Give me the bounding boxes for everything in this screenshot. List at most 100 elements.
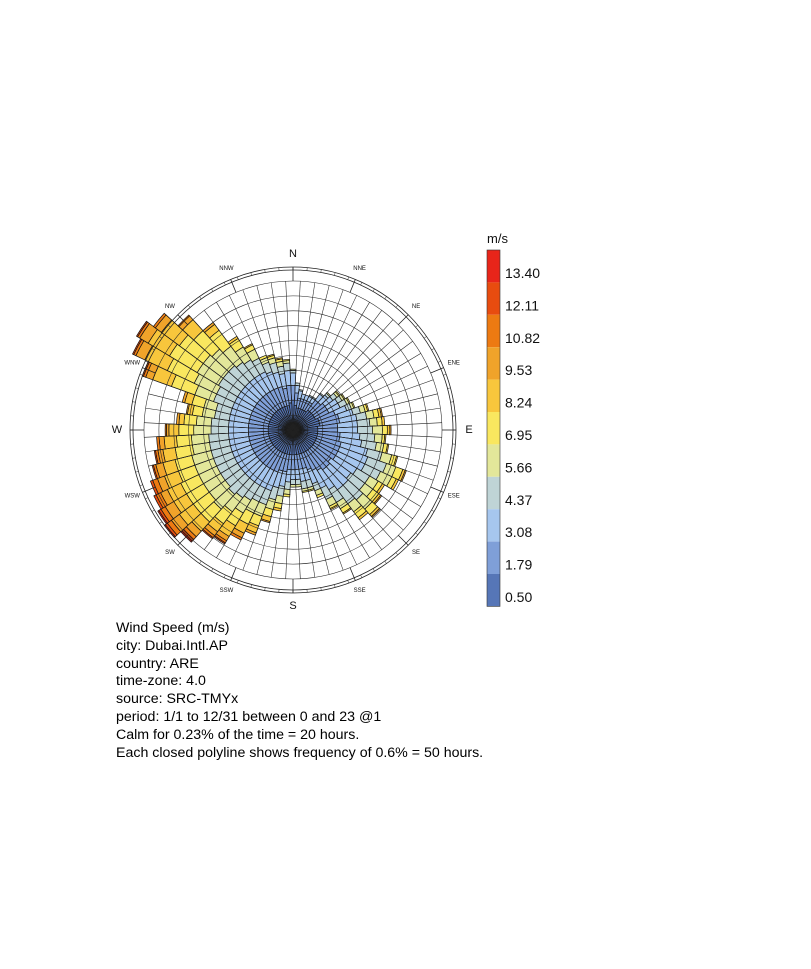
degree-tick bbox=[264, 587, 266, 591]
sector-line bbox=[285, 281, 294, 431]
frequency-ring bbox=[188, 325, 398, 535]
degree-tick bbox=[188, 304, 191, 308]
sector-line bbox=[144, 429, 294, 438]
degree-tick bbox=[443, 374, 447, 376]
degree-tick bbox=[151, 348, 155, 351]
sector-line bbox=[292, 429, 442, 438]
degree-tick bbox=[443, 484, 447, 486]
frequency-ring bbox=[262, 399, 324, 461]
degree-tick bbox=[431, 348, 435, 351]
rose-segment bbox=[210, 425, 229, 435]
degree-tick bbox=[145, 497, 149, 500]
degree-tick bbox=[447, 387, 451, 389]
degree-tick bbox=[334, 584, 336, 588]
sector-line bbox=[292, 429, 357, 565]
sector-line bbox=[292, 429, 394, 541]
sector-line bbox=[204, 429, 294, 550]
degree-tick bbox=[167, 532, 171, 535]
direction-label: NE bbox=[412, 304, 420, 310]
sector-line bbox=[152, 379, 294, 431]
degree-tick bbox=[139, 484, 143, 486]
frequency-ring bbox=[173, 310, 413, 550]
sector-line bbox=[292, 353, 421, 431]
legend-label: 6.95 bbox=[505, 427, 532, 443]
degree-tick bbox=[199, 560, 202, 564]
sector-line bbox=[292, 379, 434, 431]
direction-tick bbox=[142, 486, 156, 493]
legend-swatch bbox=[487, 574, 500, 607]
info-title: Wind Speed (m/s) bbox=[116, 620, 230, 636]
degree-tick bbox=[264, 269, 266, 273]
degree-tick bbox=[211, 568, 214, 572]
sector-line bbox=[292, 429, 301, 579]
degree-tick bbox=[372, 568, 375, 572]
speed-legend: m/s 13.40 12.11 10.82 9.53 8.24 6.95 5.66 4.37 3.… bbox=[486, 231, 540, 607]
info-source: source: SRC-TMYx bbox=[116, 691, 239, 708]
sector-line bbox=[292, 285, 330, 431]
frequency-ring bbox=[277, 414, 309, 446]
rose-segment bbox=[157, 509, 168, 525]
sector-line bbox=[292, 429, 434, 481]
sector-line bbox=[292, 281, 301, 431]
sector-line bbox=[270, 429, 294, 578]
sector-line bbox=[292, 282, 316, 431]
sector-line bbox=[145, 429, 294, 453]
sector-line bbox=[292, 429, 441, 453]
legend-swatch bbox=[487, 541, 500, 574]
degree-tick bbox=[423, 336, 427, 339]
degree-tick bbox=[395, 552, 398, 556]
degree-tick bbox=[223, 282, 226, 286]
legend-label: 4.37 bbox=[505, 492, 532, 508]
legend-frame bbox=[486, 249, 501, 607]
sector-line bbox=[242, 289, 294, 431]
degree-tick bbox=[437, 497, 441, 500]
sector-line bbox=[148, 429, 294, 467]
direction-label: SSE bbox=[354, 588, 366, 594]
rose-segment bbox=[289, 479, 297, 485]
legend-label: 10.82 bbox=[505, 330, 540, 346]
degree-tick bbox=[177, 542, 181, 546]
sector-line bbox=[292, 310, 382, 431]
sector-line bbox=[165, 429, 294, 507]
frequency-ring bbox=[158, 295, 428, 565]
rose-segment bbox=[357, 425, 373, 435]
direction-tick bbox=[430, 367, 444, 374]
rose-segment bbox=[373, 433, 383, 444]
wind-rose-grid bbox=[129, 266, 457, 594]
direction-tick bbox=[142, 367, 156, 374]
sector-line bbox=[292, 429, 344, 571]
degree-tick bbox=[145, 360, 149, 363]
sector-line bbox=[216, 429, 294, 558]
sector-line bbox=[292, 366, 428, 431]
rose-segment bbox=[153, 494, 164, 510]
sector-line bbox=[229, 295, 294, 431]
sector-line bbox=[173, 341, 294, 431]
rose-segment bbox=[152, 312, 167, 329]
degree-tick bbox=[320, 587, 322, 591]
direction-label: N bbox=[289, 248, 297, 260]
degree-tick bbox=[159, 336, 163, 339]
legend-swatch bbox=[487, 412, 500, 445]
sector-line bbox=[270, 282, 294, 431]
degree-tick bbox=[415, 325, 419, 328]
direction-label: WNW bbox=[124, 360, 140, 366]
degree-tick bbox=[447, 471, 451, 473]
rose-segment bbox=[164, 423, 167, 437]
direction-label: NW bbox=[165, 304, 175, 310]
legend-label: 12.11 bbox=[505, 297, 539, 313]
rose-segment bbox=[356, 418, 371, 428]
degree-tick bbox=[250, 584, 252, 588]
degree-tick bbox=[159, 521, 163, 524]
legend-label: 1.79 bbox=[505, 557, 532, 573]
direction-tick bbox=[430, 486, 444, 493]
sector-line bbox=[292, 393, 438, 431]
direction-label: SE bbox=[412, 550, 420, 556]
legend-swatch bbox=[487, 347, 500, 380]
degree-tick bbox=[384, 296, 387, 300]
sector-line bbox=[292, 407, 441, 431]
info-country: country: ARE bbox=[116, 655, 199, 672]
frequency-ring bbox=[233, 370, 353, 490]
sector-line bbox=[229, 429, 294, 565]
sector-line bbox=[292, 429, 404, 531]
